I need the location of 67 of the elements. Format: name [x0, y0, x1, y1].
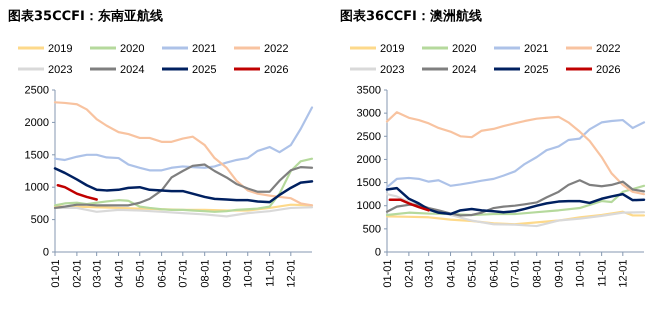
y-tick-label: 0 [374, 246, 381, 259]
line-series [54, 106, 314, 172]
legend-label: 2021 [524, 43, 548, 55]
legend-label: 2020 [120, 43, 144, 55]
legend-label: 2019 [48, 43, 72, 55]
chart-title: 图表35CCFI：东南亚航线 [8, 8, 163, 24]
x-tick-label: 03-01 [424, 260, 436, 288]
x-tick-label: 06-01 [156, 260, 168, 288]
legend-label: 2022 [264, 43, 288, 55]
legend-label: 2023 [380, 64, 404, 76]
x-tick-label: 02-01 [72, 260, 84, 288]
line-series [54, 167, 314, 204]
y-tick-label: 2500 [356, 130, 381, 143]
x-tick-label: 08-01 [532, 260, 544, 288]
y-tick-label: 1000 [356, 200, 381, 212]
line-series [386, 111, 646, 196]
x-tick-label: 11-01 [264, 260, 276, 287]
legend-label: 2024 [120, 64, 144, 76]
x-tick-label: 05-01 [134, 260, 147, 288]
x-tick-label: 11-01 [596, 260, 608, 287]
legend-label: 2025 [192, 64, 216, 76]
legend-label: 2026 [596, 64, 620, 76]
x-tick-label: 10-01 [574, 260, 587, 288]
line-series [386, 118, 646, 188]
x-tick-label: 06-01 [488, 260, 500, 288]
legend-label: 2023 [48, 64, 72, 76]
x-tick-label: 04-01 [113, 260, 126, 288]
line-series [386, 210, 646, 226]
x-tick-label: 03-01 [92, 260, 104, 288]
x-tick-label: 01-01 [382, 260, 394, 288]
x-tick-label: 09-01 [553, 260, 566, 288]
y-tick-label: 500 [362, 223, 381, 236]
y-tick-label: 3000 [356, 108, 381, 120]
y-tick-label: 500 [30, 214, 49, 226]
y-tick-label: 1500 [24, 149, 49, 162]
x-tick-label: 01-01 [50, 260, 62, 288]
line-series [56, 184, 98, 201]
line-series [54, 158, 314, 213]
x-tick-label: 12-01 [286, 260, 298, 288]
y-tick-label: 0 [42, 246, 49, 259]
legend-label: 2024 [452, 64, 476, 76]
legend-label: 2025 [524, 64, 548, 76]
legend-label: 2019 [380, 43, 404, 55]
line-series [386, 179, 646, 217]
y-tick-label: 1000 [24, 182, 49, 194]
line-series [54, 101, 314, 206]
x-tick-label: 04-01 [445, 260, 458, 288]
y-tick-label: 2000 [356, 154, 381, 166]
legend-label: 2022 [596, 43, 620, 55]
x-tick-label: 07-01 [510, 260, 522, 288]
x-tick-label: 05-01 [466, 260, 479, 288]
x-tick-label: 09-01 [221, 260, 234, 288]
y-tick-label: 2000 [24, 116, 49, 129]
x-tick-label: 07-01 [178, 260, 190, 288]
legend-label: 2020 [452, 43, 476, 55]
x-tick-label: 12-01 [618, 260, 630, 288]
x-tick-label: 02-01 [404, 260, 416, 288]
y-tick-label: 1500 [356, 177, 381, 190]
y-tick-label: 3500 [356, 84, 381, 97]
line-series [54, 163, 314, 210]
legend-label: 2021 [192, 43, 216, 55]
legend-label: 2026 [264, 64, 288, 76]
chart-title: 图表36CCFI：澳洲航线 [340, 8, 482, 24]
x-tick-label: 10-01 [242, 260, 255, 288]
y-tick-label: 2500 [24, 84, 49, 97]
line-series [388, 198, 430, 212]
x-tick-label: 08-01 [200, 260, 212, 288]
